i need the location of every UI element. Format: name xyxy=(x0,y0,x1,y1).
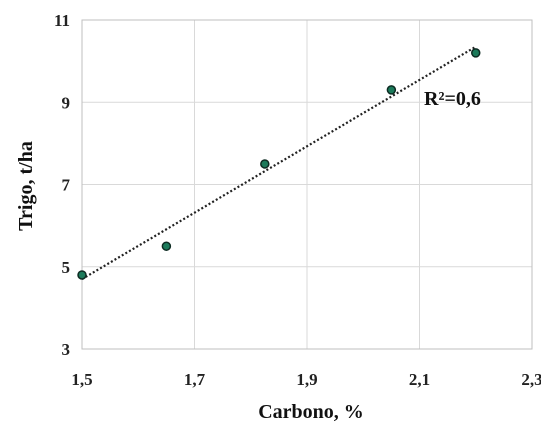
x-tick-labels: 1,5 1,7 1,9 2,1 2,3 xyxy=(71,370,541,389)
x-tick-label: 1,5 xyxy=(71,370,92,389)
y-tick-label: 5 xyxy=(62,258,71,277)
plot-area xyxy=(81,19,533,350)
gridlines xyxy=(81,19,533,350)
x-tick-label: 2,1 xyxy=(409,370,430,389)
data-point xyxy=(161,241,172,251)
x-tick-label: 2,3 xyxy=(521,370,541,389)
data-point xyxy=(260,159,270,169)
data-points xyxy=(77,48,481,280)
y-axis-title: Trigo, t/ha xyxy=(15,141,37,231)
y-tick-label: 3 xyxy=(62,340,71,359)
trend-line xyxy=(81,45,477,281)
x-axis-title: Carbono, % xyxy=(258,401,364,423)
data-point xyxy=(386,85,397,95)
y-tick-label: 9 xyxy=(62,93,71,112)
r-squared-annotation: R²=0,6 xyxy=(424,88,481,110)
x-tick-label: 1,9 xyxy=(296,370,317,389)
y-tick-label: 7 xyxy=(62,176,71,195)
data-point xyxy=(77,270,87,280)
x-tick-label: 1,7 xyxy=(184,370,206,389)
data-point xyxy=(471,48,481,58)
y-tick-labels: 3 5 7 9 11 xyxy=(54,11,71,359)
y-tick-label: 11 xyxy=(54,11,70,30)
